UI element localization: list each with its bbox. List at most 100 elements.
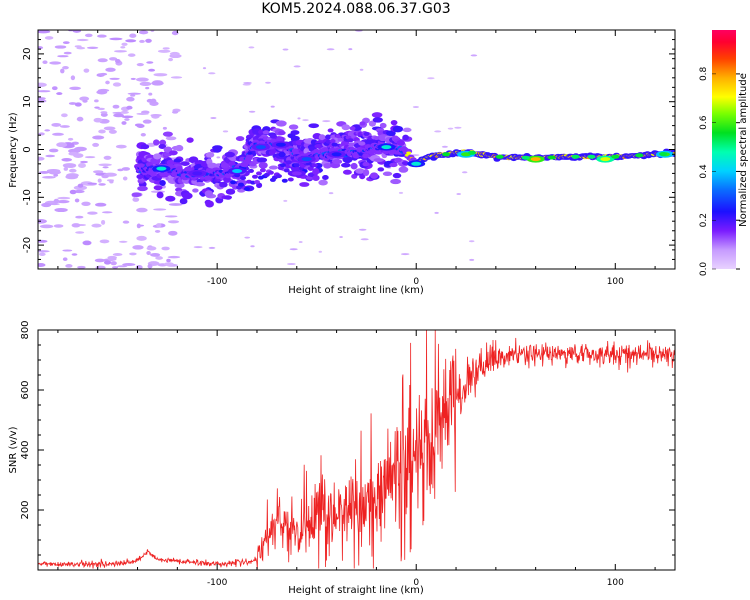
noise-speck	[107, 257, 117, 261]
noise-speck	[102, 166, 109, 169]
ridge-branch	[256, 171, 262, 176]
ridge-halo	[278, 151, 286, 158]
ridge-halo	[188, 156, 199, 164]
noise-speck	[103, 126, 116, 131]
ridge-branch	[359, 121, 366, 126]
ridge-halo	[235, 136, 245, 142]
ridge-halo	[194, 181, 206, 187]
noise-speck	[398, 191, 404, 194]
noise-speck	[101, 174, 109, 179]
spectral-hotspot	[495, 154, 504, 159]
ridge-halo	[362, 161, 370, 167]
spectrogram-y-label: Frequency (Hz)	[8, 112, 19, 188]
noise-speck	[62, 249, 73, 252]
ridge-halo	[402, 134, 409, 141]
noise-speck	[136, 223, 141, 229]
ridge-branch	[293, 163, 300, 168]
ridge-branch	[373, 136, 380, 140]
noise-speck	[154, 229, 161, 233]
ridge-halo	[392, 125, 404, 133]
ridge-halo	[258, 161, 268, 169]
noise-speck	[129, 252, 137, 256]
spectral-hotspot	[659, 152, 668, 156]
noise-speck	[76, 38, 89, 42]
noise-speck	[318, 250, 323, 253]
noise-speck	[146, 98, 153, 103]
noise-speck	[38, 46, 44, 50]
noise-speck	[136, 112, 149, 115]
ridge-branch	[331, 142, 338, 147]
noise-speck	[97, 58, 108, 63]
ridge-halo	[137, 185, 148, 192]
noise-speck	[74, 102, 82, 107]
noise-speck	[86, 46, 99, 50]
noise-speck	[166, 258, 171, 263]
ridge-halo	[153, 139, 160, 146]
noise-speck	[132, 197, 140, 202]
ridge-halo	[377, 167, 385, 172]
ridge-halo	[358, 141, 366, 146]
ridge-halo	[390, 178, 402, 185]
noise-speck	[100, 111, 108, 114]
noise-speck	[322, 120, 331, 123]
noise-speck	[42, 60, 48, 65]
ridge-halo	[398, 166, 409, 173]
noise-speck	[248, 46, 255, 49]
noise-speck	[52, 132, 64, 136]
noise-speck	[283, 199, 288, 202]
noise-speck	[100, 112, 108, 117]
noise-speck	[48, 203, 60, 206]
ridge-halo	[173, 158, 182, 163]
noise-speck	[121, 115, 134, 119]
x-tick-label: -100	[207, 578, 228, 588]
noise-speck	[38, 218, 47, 224]
ridge-halo	[318, 179, 328, 186]
noise-speck	[38, 250, 50, 253]
noise-speck	[164, 262, 174, 266]
ridge-halo	[224, 195, 232, 200]
noise-speck	[87, 182, 98, 185]
noise-speck	[41, 202, 52, 208]
noise-speck	[359, 68, 364, 71]
noise-speck	[132, 245, 144, 250]
noise-speck	[162, 47, 170, 50]
x-tick-label: 0	[413, 277, 419, 287]
spectral-blob	[600, 157, 611, 162]
ridge-outer	[185, 166, 193, 172]
noise-speck	[153, 208, 167, 211]
noise-speck	[56, 200, 70, 204]
x-tick-label: 0	[413, 578, 419, 588]
snr-marks	[38, 330, 675, 570]
noise-speck	[139, 39, 145, 43]
ridge-halo	[179, 198, 188, 205]
ridge-halo	[341, 124, 351, 131]
ridge-halo	[169, 150, 178, 156]
noise-speck	[109, 57, 118, 61]
ridge-halo	[268, 165, 279, 170]
noise-speck	[109, 179, 114, 184]
noise-speck	[146, 250, 151, 256]
noise-speck	[122, 263, 136, 266]
ridge-halo	[224, 151, 235, 158]
noise-speck	[72, 30, 82, 33]
ridge-halo	[174, 182, 185, 189]
ridge-halo	[180, 161, 190, 166]
y-tick-label: 200	[20, 500, 31, 519]
ridge-halo	[268, 150, 276, 156]
snr-x-label: Height of straight line (km)	[288, 585, 424, 596]
ridge-halo	[379, 122, 387, 129]
noise-speck	[112, 266, 119, 269]
noise-speck	[45, 154, 56, 158]
noise-speck	[121, 121, 127, 125]
noise-speck	[81, 201, 91, 206]
ridge-branch	[259, 168, 266, 173]
ridge-halo	[181, 192, 193, 200]
spectral-blob	[301, 157, 312, 162]
ridge-halo	[165, 195, 176, 202]
noise-speck	[38, 263, 46, 267]
ridge-halo	[166, 159, 175, 166]
noise-speck	[68, 102, 77, 105]
noise-speck	[156, 223, 162, 228]
ridge-halo	[290, 130, 300, 135]
